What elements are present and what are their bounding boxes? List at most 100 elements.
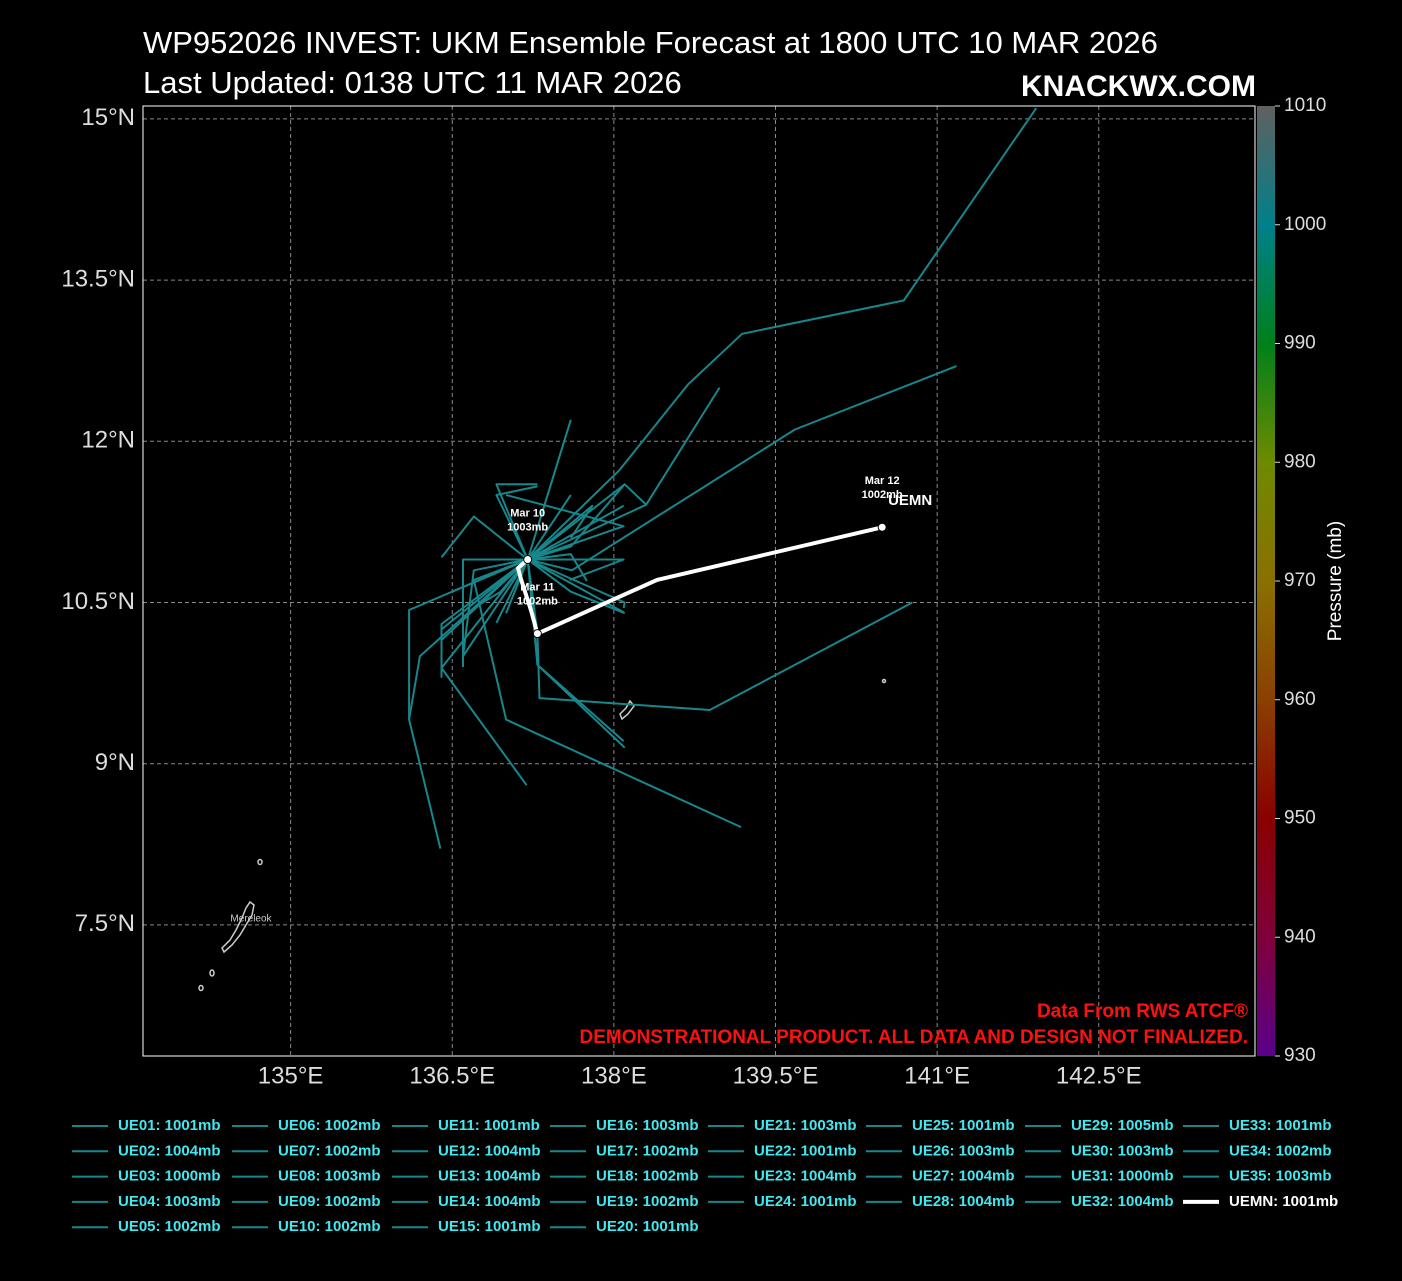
legend-label: UE23: 1004mb [754, 1168, 857, 1185]
colorbar-tick-label: 990 [1284, 333, 1316, 354]
y-tick-label: 9°N [95, 749, 135, 776]
legend-label: UE25: 1001mb [912, 1117, 1015, 1134]
x-tick-label: 138°E [581, 1062, 647, 1089]
track [527, 558, 625, 581]
legend-label: UE11: 1001mb [438, 1117, 540, 1134]
track-point [877, 522, 887, 532]
y-tick-label: 15°N [81, 104, 135, 131]
legend-label: UE05: 1002mb [118, 1218, 221, 1235]
legend-label: UE07: 1002mb [278, 1142, 381, 1159]
legend-label: UEMN: 1001mb [1229, 1193, 1338, 1210]
track-label: UEMN [888, 492, 932, 509]
legend-label: UE35: 1003mb [1229, 1168, 1332, 1185]
point-label: 1002mb [517, 596, 558, 608]
track [527, 553, 588, 582]
legend-label: UE18: 1002mb [596, 1168, 699, 1185]
track [516, 525, 883, 636]
note: Data From RWS ATCF® [1037, 1001, 1248, 1022]
y-tick-label: 7.5°N [75, 910, 135, 937]
track [526, 559, 626, 749]
legend-label: UE24: 1001mb [754, 1193, 857, 1210]
track [472, 558, 742, 829]
legend-label: UE34: 1002mb [1229, 1142, 1332, 1159]
legend-label: UE08: 1003mb [278, 1168, 381, 1185]
legend-label: UE04: 1003mb [118, 1193, 221, 1210]
legend-label: UE20: 1001mb [596, 1218, 699, 1235]
colorbar-tick-label: 930 [1284, 1045, 1316, 1066]
point-label: 1002mb [862, 489, 903, 501]
point-label: 1003mb [507, 521, 548, 533]
point-label: Mar 10 [510, 507, 545, 519]
colorbar-tick-label: 980 [1284, 451, 1316, 472]
map-plot: Mereleok Mar 10 1003mb Mar 11 1002mb Mar 12 1… [143, 106, 1255, 1056]
legend-label: UE13: 1004mb [438, 1168, 541, 1185]
x-tick-label: 139.5°E [733, 1062, 819, 1089]
track [440, 558, 529, 678]
colorbar-tick-label: 1010 [1284, 95, 1326, 116]
x-tick-label: 136.5°E [409, 1062, 495, 1089]
track [527, 558, 626, 615]
y-tick-label: 13.5°N [61, 265, 135, 292]
track [440, 515, 529, 561]
track [440, 558, 529, 641]
colorbar-tick-label: 960 [1284, 689, 1316, 710]
legend-label: UE10: 1002mb [278, 1218, 381, 1235]
legend-label: UE32: 1004mb [1071, 1193, 1174, 1210]
track [495, 483, 538, 560]
track [527, 558, 626, 609]
legend-label: UE01: 1001mb [118, 1117, 221, 1134]
legend-label: UE29: 1005mb [1071, 1117, 1174, 1134]
track [526, 494, 572, 561]
legend-label: UE14: 1004mb [438, 1193, 541, 1210]
track [526, 419, 572, 560]
legend-label: UE06: 1002mb [278, 1117, 381, 1134]
legend-label: UE09: 1002mb [278, 1193, 381, 1210]
legend-label: UE17: 1002mb [596, 1142, 699, 1159]
x-tick-label: 135°E [258, 1062, 324, 1089]
track [527, 107, 1038, 561]
coastline [198, 678, 887, 992]
track-point [523, 555, 533, 565]
legend-label: UE27: 1004mb [912, 1168, 1015, 1185]
track [526, 559, 625, 742]
colorbar-tick-label: 970 [1284, 570, 1316, 591]
track-point [532, 629, 542, 639]
plot-frame [142, 105, 1256, 1057]
x-tick-label: 142.5°E [1056, 1062, 1142, 1089]
legend-label: UE33: 1001mb [1229, 1117, 1332, 1134]
legend-label: UE15: 1001mb [438, 1218, 541, 1235]
legend-label: UE31: 1000mb [1071, 1168, 1174, 1185]
track [527, 365, 957, 572]
track [527, 504, 625, 561]
colorbar-tick-label: 950 [1284, 808, 1316, 829]
y-tick-label: 12°N [81, 427, 135, 454]
point-label: Mar 12 [865, 475, 900, 487]
x-tick-label: 141°E [904, 1062, 970, 1089]
chart-title: WP952026 INVEST: UKM Ensemble Forecast a… [143, 25, 1158, 60]
track [527, 483, 626, 561]
track [505, 559, 529, 614]
legend-label: UE03: 1000mb [118, 1168, 221, 1185]
point-label: Mar 11 [520, 582, 554, 594]
legend-label: UE26: 1003mb [912, 1142, 1015, 1159]
legend-label: UE30: 1003mb [1071, 1142, 1174, 1159]
y-tick-label: 10.5°N [61, 588, 135, 615]
legend-label: UE12: 1004mb [438, 1142, 541, 1159]
track [495, 485, 538, 560]
track [451, 558, 529, 593]
legend-label: UE28: 1004mb [912, 1193, 1015, 1210]
note: DEMONSTRATIONAL PRODUCT. ALL DATA AND DE… [580, 1027, 1249, 1048]
colorbar [1257, 106, 1275, 1056]
legend-label: UE21: 1003mb [754, 1117, 857, 1134]
colorbar-label: Pressure (mb) [1325, 521, 1346, 641]
track [462, 558, 529, 657]
track [462, 558, 528, 657]
colorbar-tick-label: 940 [1284, 926, 1316, 947]
track [505, 494, 625, 561]
legend-label: UE22: 1001mb [754, 1142, 857, 1159]
brand: KNACKWX.COM [1021, 70, 1256, 103]
legend-label: UE16: 1003mb [596, 1117, 699, 1134]
chart-subtitle: Last Updated: 0138 UTC 11 MAR 2026 [143, 65, 682, 100]
